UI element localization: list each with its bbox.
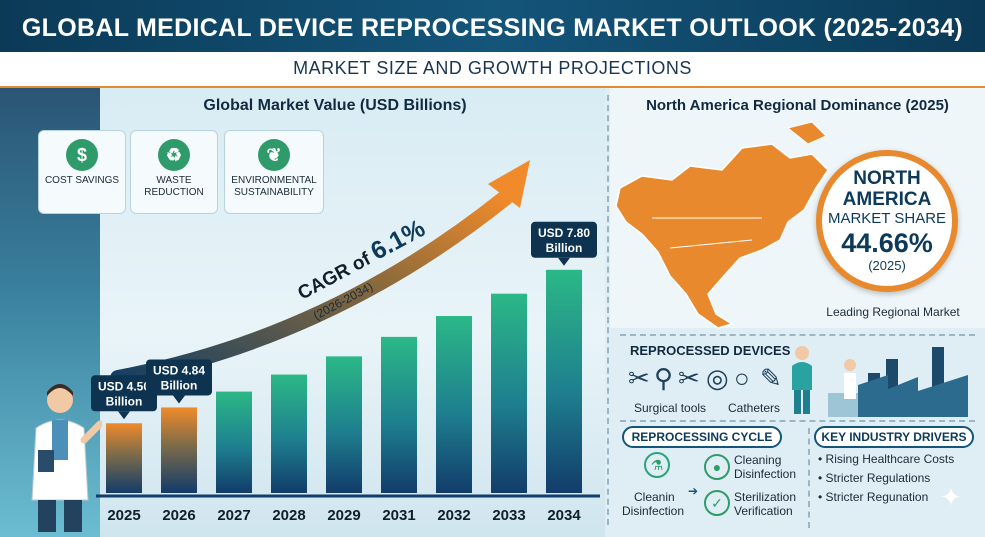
callout-text: Billion [546,241,583,255]
x-tick-label: 2026 [162,507,195,524]
growth-arrow-head [488,160,530,208]
bar-2028 [271,374,307,493]
plant-hand-icon: ❦ [258,139,290,171]
recycle-bin-icon: ♻ [158,139,190,171]
cycle-title: REPROCESSING CYCLE [622,426,782,448]
water-drop-icon: ● [704,454,730,480]
callout-text: USD 7.80 [538,226,590,240]
x-tick-label: 2029 [327,507,360,524]
x-tick-label: 2031 [382,507,415,524]
factory-illustration [828,347,968,417]
callout-pointer [118,411,130,420]
cycle-left-line2: Disinfection [622,504,685,518]
callout-box [531,221,597,258]
flask-icon: ⚗ [644,452,670,478]
benefit-card-waste-reduction: ♻ WASTE REDUCTION [130,130,218,214]
callout-text: Billion [106,394,143,408]
x-tick-label: 2028 [272,507,305,524]
bar-2034 [546,269,582,493]
callout-text: Billion [161,378,198,392]
benefit-label: COST SAVINGS [44,175,120,186]
callout-text: USD 4.50 [98,379,150,393]
x-tick-label: 2025 [107,507,140,524]
driver-text: Stricter Regulations [825,471,931,485]
device-label-catheters: Catheters [728,401,781,415]
share-region-line1: NORTH [853,168,921,189]
syringe-icon: ✎ [760,363,782,393]
subtitle-band [0,52,985,86]
share-value: 44.66% [841,228,933,258]
share-year: (2025) [868,258,906,273]
nurse-illustration [792,346,812,414]
benefit-card-environmental-sustainability: ❦ ENVIRONMENTAL SUSTAINABILITY [224,130,324,214]
callout-box [91,375,157,412]
callout-box [146,359,212,396]
share-region-line2: AMERICA [842,189,932,210]
north-america-map [615,121,829,329]
bar-2026 [161,407,197,493]
leading-market-caption: Leading Regional Market [826,305,960,319]
x-tick-label: 2033 [492,507,525,524]
share-label: MARKET SHARE [827,210,947,227]
cycle-step1-line2: Disinfection [734,467,797,481]
cycle-step2-line1: Sterilization [734,490,797,504]
cycle-left-line1: Cleanin [634,490,675,504]
page-title: GLOBAL MEDICAL DEVICE REPROCESSING MARKE… [21,14,964,42]
section-divider [620,334,975,336]
money-hand-icon: $ [66,139,98,171]
chart-title: Global Market Value (USD Billions) [203,97,467,114]
section-divider [620,420,975,422]
clamp-icon: ✂ [678,363,700,393]
benefit-label: WASTE REDUCTION [144,175,204,198]
driver-item: • Stricter Regunation [818,490,929,504]
devices-title: REPROCESSED DEVICES [630,343,791,358]
cycle-drivers-divider [808,428,810,528]
x-tick-label: 2034 [547,507,581,524]
driver-item: • Rising Healthcare Costs [818,452,955,466]
cycle-step1-line1: Cleaning [734,453,782,467]
device-label-surgical-tools: Surgical tools [634,401,707,415]
bar-2025 [106,423,142,493]
market-bar-chart: 2025 2026 2027 2028 2029 2031 2032 2033 2034CAGR… [91,160,600,524]
driver-text: Stricter Regunation [825,490,929,504]
bar-2027 [216,391,252,493]
x-tick-label: 2032 [437,507,470,524]
bar-2033 [491,293,527,493]
cycle-step2-line2: Verification [734,504,793,518]
market-share-badge: NORTH AMERICA MARKET SHARE 44.66% (2025) [816,150,958,292]
north-america-heading: North America Regional Dominance (2025) [646,97,949,114]
drivers-title: KEY INDUSTRY DRIVERS [814,426,974,448]
catheter-coil-icon: ◎ [706,363,729,393]
callout-pointer [558,257,570,266]
shield-check-icon: ✓ [704,490,730,516]
forceps-icon: ⚲ [654,363,674,393]
catheter-loop-icon: ○ [734,363,750,393]
scissors-icon: ✂ [628,363,650,393]
doctor-illustration [31,384,102,532]
bar-2032 [436,316,472,493]
benefit-card-cost-savings: $ COST SAVINGS [38,130,126,214]
sparkle-icon: ✦ [940,482,962,512]
arrow-right-icon: ➔ [688,484,699,498]
panel-divider [607,95,609,525]
bar-2029 [326,356,362,493]
callout-pointer [173,395,185,404]
callout-text: USD 4.84 [153,363,205,377]
bar-2031 [381,336,417,493]
driver-item: • Stricter Regulations [818,471,931,485]
x-tick-label: 2027 [217,507,250,524]
page-subtitle: MARKET SIZE AND GROWTH PROJECTIONS [293,58,692,78]
driver-text: Rising Healthcare Costs [825,452,955,466]
benefit-label: ENVIRONMENTAL SUSTAINABILITY [231,175,317,198]
